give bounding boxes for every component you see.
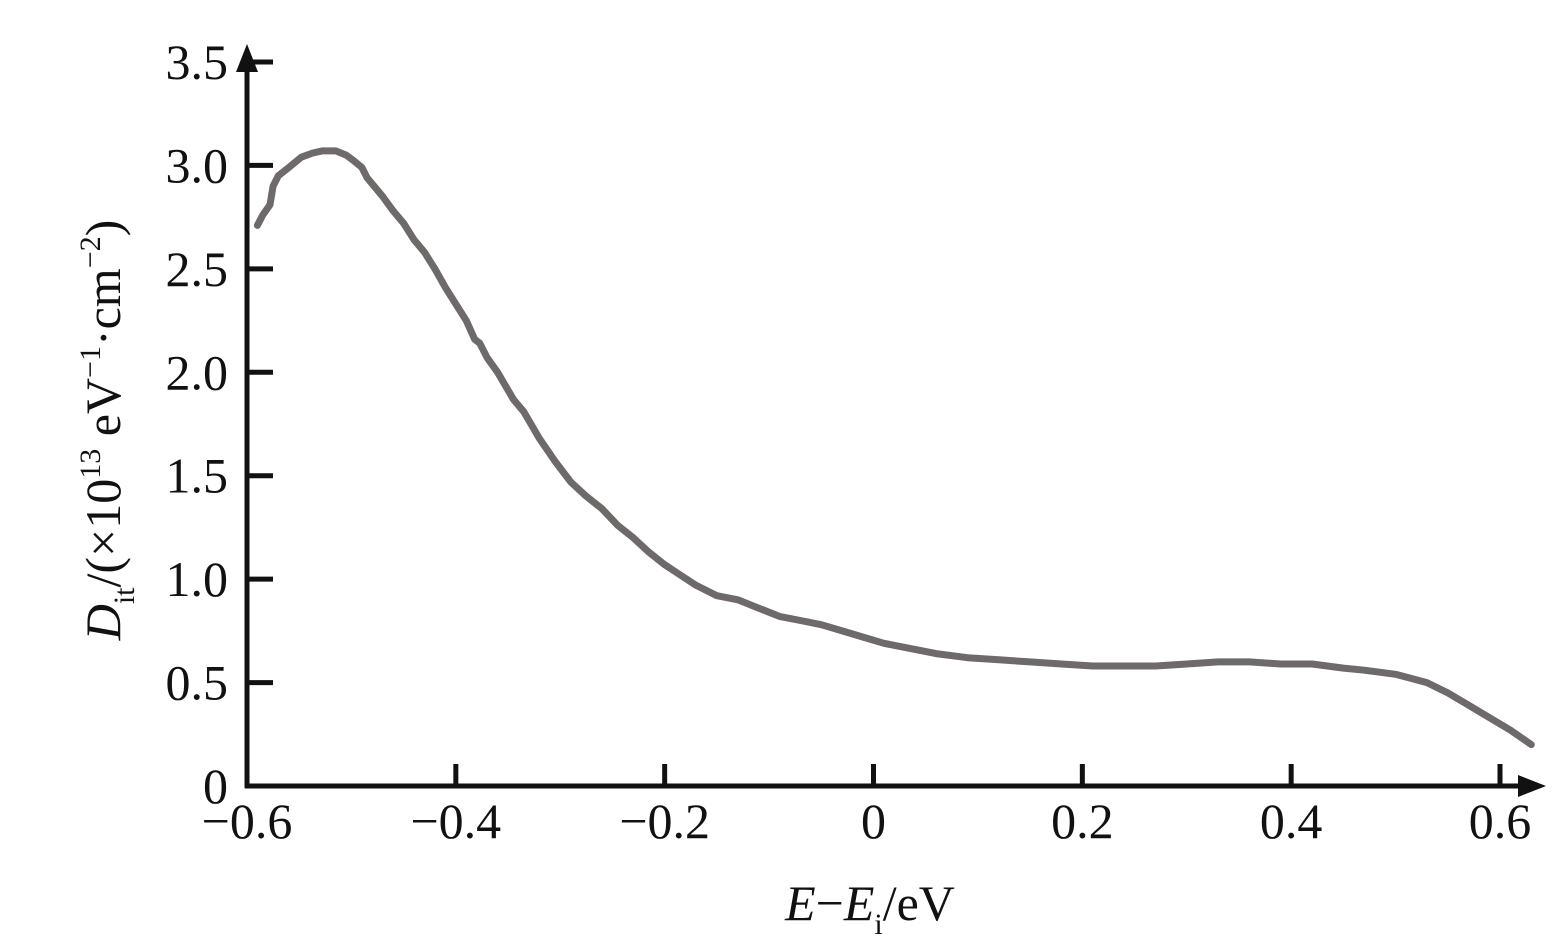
y-tick-label: 0 — [203, 758, 228, 814]
x-tick-label: −0.6 — [202, 793, 293, 849]
x-title-unit: /eV — [883, 875, 955, 931]
series-layer — [253, 147, 1535, 749]
y-title-sub: it — [108, 587, 141, 604]
x-axis-title: E−Ei/eV — [784, 875, 955, 941]
x-title-main2: E — [843, 875, 875, 931]
y-title-pre: /(×10 — [75, 479, 131, 588]
y-axis-title: Dit/(×1013 eV−1·cm−2) — [74, 220, 141, 642]
x-tick-label: 0 — [861, 793, 886, 849]
x-title-main: E — [784, 875, 816, 931]
y-tick-label: 0.5 — [166, 655, 229, 711]
x-title-dash: − — [816, 875, 844, 931]
x-tick-label: 0.4 — [1260, 793, 1323, 849]
y-tick-label: 3.0 — [166, 137, 229, 193]
x-tick-label: −0.4 — [410, 793, 501, 849]
series-line — [253, 147, 1535, 749]
y-ticks: 0 0.5 1.0 1.5 2.0 2.5 3.0 3.5 — [166, 34, 273, 814]
y-title-main: D — [75, 604, 131, 641]
y-tick-label: 2.0 — [166, 344, 229, 400]
y-tick-label: 1.0 — [166, 551, 229, 607]
y-title-mid2: ·cm — [75, 268, 131, 346]
x-ticks: −0.6 −0.4 −0.2 0 0.2 0.4 0.6 — [202, 764, 1532, 849]
y-title-mid: eV — [75, 378, 131, 449]
y-title-exp2: −1 — [74, 346, 107, 378]
y-tick-label: 1.5 — [166, 448, 229, 504]
y-title-post: ) — [75, 220, 131, 237]
axes — [236, 44, 1546, 797]
x-axis-arrow — [1518, 775, 1546, 797]
y-title-exp3: −2 — [74, 236, 107, 268]
x-tick-label: 0.2 — [1051, 793, 1114, 849]
x-tick-label: 0.6 — [1469, 793, 1532, 849]
y-tick-label: 3.5 — [166, 34, 229, 90]
y-title-exp: 13 — [74, 449, 107, 479]
y-axis-arrow — [236, 44, 258, 72]
x-title-sub: i — [874, 908, 882, 941]
x-tick-label: −0.2 — [619, 793, 710, 849]
y-tick-label: 2.5 — [166, 241, 229, 297]
